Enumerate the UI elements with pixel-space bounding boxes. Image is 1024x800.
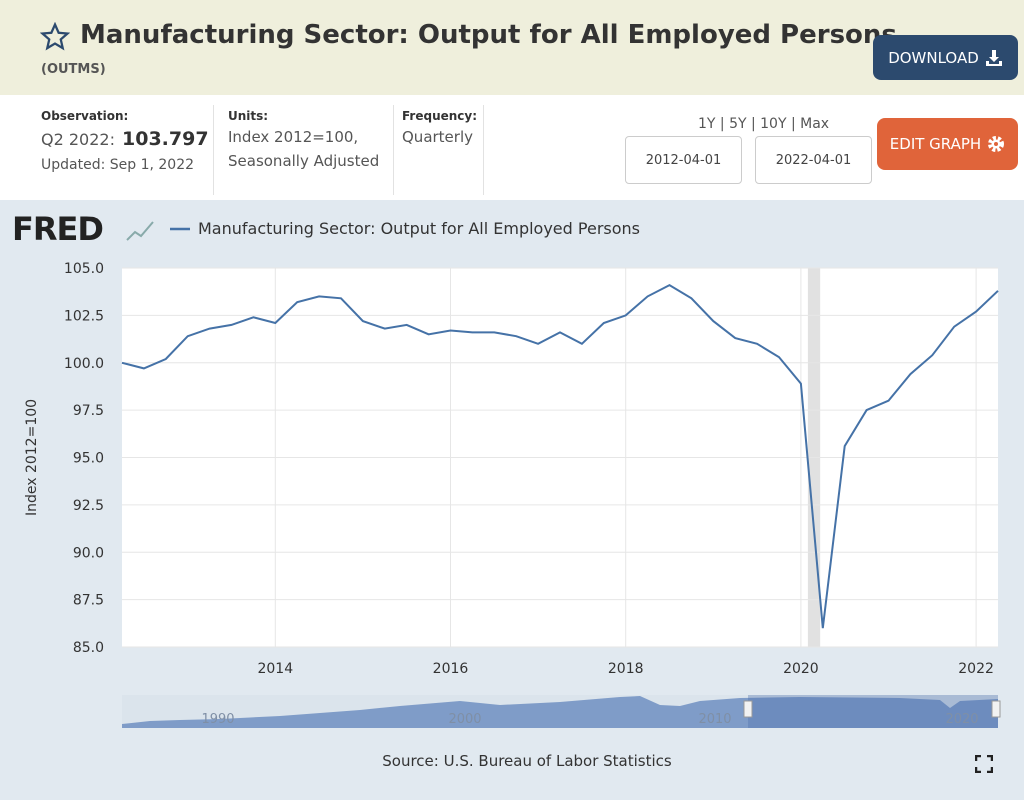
- star-icon[interactable]: [40, 22, 70, 52]
- units: Index 2012=100,: [228, 128, 359, 146]
- y-tick-label: 95.0: [73, 451, 104, 467]
- y-tick-label: 102.5: [64, 308, 104, 324]
- y-tick-label: 85.0: [73, 640, 104, 656]
- download-label: DOWNLOAD: [888, 48, 979, 67]
- edit-graph-label: EDIT GRAPH: [889, 135, 982, 153]
- navigator-label: 1990: [201, 712, 234, 727]
- series-id: (OUTMS): [41, 62, 106, 77]
- source: Source: U.S. Bureau of Labor Statistics: [382, 752, 672, 770]
- y-tick-label: 90.0: [73, 545, 104, 561]
- navigator-label: 2020: [945, 712, 978, 727]
- line-series: [121, 283, 999, 629]
- frequency-label: Frequency:: [402, 109, 478, 123]
- start-date-input[interactable]: 2012-04-01: [625, 136, 742, 184]
- y-tick-label: 105.0: [64, 261, 104, 277]
- observation-period: Q2 2022:: [41, 130, 115, 149]
- range-links[interactable]: 1Y | 5Y | 10Y | Max: [698, 116, 830, 132]
- x-tick-label: 2022: [958, 661, 994, 677]
- navigator-handle[interactable]: [743, 700, 753, 718]
- end-date-input[interactable]: 2022-04-01: [755, 136, 872, 184]
- separator: [213, 105, 214, 195]
- y-tick-label: 87.5: [73, 593, 104, 609]
- frequency: Quarterly: [402, 128, 473, 146]
- units-label: Units:: [228, 109, 269, 123]
- x-tick-label: 2020: [783, 661, 819, 677]
- logo-icon: [126, 221, 154, 241]
- observation-value: 103.797: [122, 128, 209, 150]
- y-tick-label: 97.5: [73, 403, 104, 419]
- download-icon: [985, 49, 1002, 66]
- navigator-label: 2000: [448, 712, 481, 727]
- x-tick-label: 2016: [433, 661, 469, 677]
- units: Seasonally Adjusted: [228, 152, 380, 170]
- y-axis-label: Index 2012=100: [24, 399, 40, 516]
- updated: Updated: Sep 1, 2022: [41, 157, 195, 173]
- fullscreen-icon[interactable]: [975, 755, 993, 773]
- x-tick-label: 2018: [608, 661, 644, 677]
- navigator-selection: [748, 695, 998, 728]
- chart: FRED Manufacturing Sector: Output for Al…: [0, 200, 1024, 800]
- logo: FRED: [12, 210, 103, 248]
- y-tick-label: 100.0: [64, 356, 104, 372]
- edit-graph-button[interactable]: EDIT GRAPH: [877, 118, 1018, 170]
- separator: [483, 105, 484, 195]
- x-tick-label: 2014: [257, 661, 293, 677]
- navigator-area: [122, 696, 998, 728]
- download-button[interactable]: DOWNLOAD: [873, 35, 1018, 80]
- legend-label: Manufacturing Sector: Output for All Emp…: [198, 219, 640, 238]
- observation-label: Observation:: [41, 109, 129, 123]
- gear-icon: [988, 136, 1005, 152]
- separator: [393, 105, 394, 195]
- navigator-label: 2010: [698, 712, 731, 727]
- navigator-handle[interactable]: [991, 700, 1001, 718]
- y-tick-label: 92.5: [73, 498, 104, 514]
- header: Manufacturing Sector: Output for All Emp…: [0, 0, 1024, 95]
- page-title: Manufacturing Sector: Output for All Emp…: [80, 20, 897, 50]
